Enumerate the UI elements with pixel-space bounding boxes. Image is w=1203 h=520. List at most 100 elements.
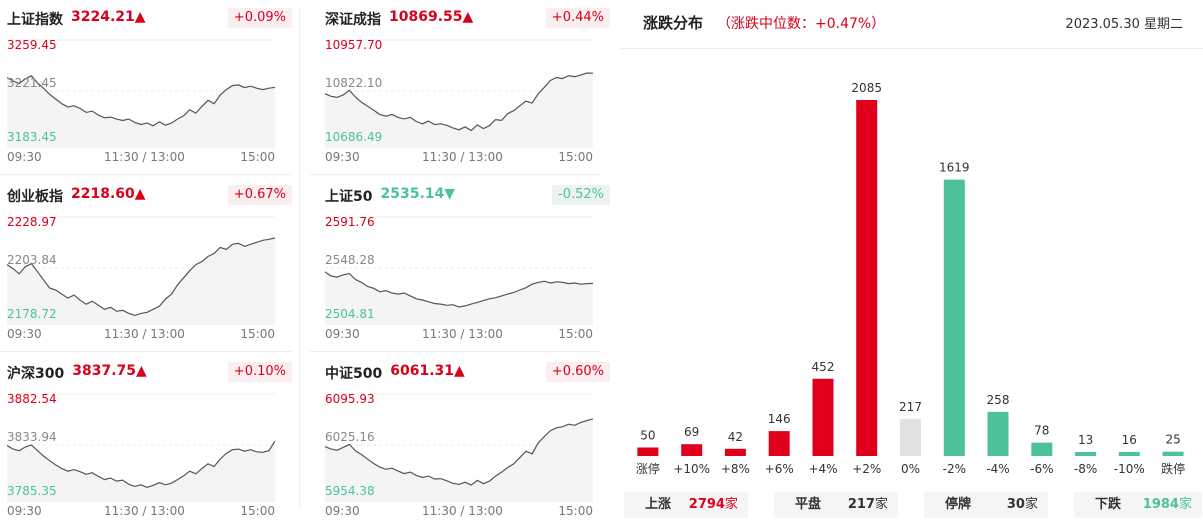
time-start-label: 09:30 <box>7 150 42 164</box>
index-change-badge: -0.52% <box>552 185 610 205</box>
axis-mid-label: 3221.45 <box>7 76 57 90</box>
bar-category-label: +10% <box>673 462 710 476</box>
summary-box: 平盘 217家 <box>774 492 898 518</box>
distribution-bar[interactable] <box>1031 442 1053 456</box>
bar-value-label: 42 <box>728 430 743 444</box>
bar-value-label: 1619 <box>939 161 970 175</box>
index-grid: 上证指数 3224.21▲ +0.09% 3259.45 3221.45 318… <box>0 0 610 520</box>
axis-mid-label: 2548.28 <box>325 253 375 267</box>
summary-box: 上涨 2794家 <box>624 492 748 518</box>
time-end-label: 15:00 <box>558 504 593 518</box>
axis-low-label: 2504.81 <box>325 307 375 321</box>
bar-value-label: 69 <box>684 425 699 439</box>
time-axis: 09:30 11:30 / 13:00 15:00 <box>7 327 275 343</box>
summary-value: 1984家 <box>1142 497 1192 512</box>
time-mid-label: 11:30 / 13:00 <box>422 504 503 518</box>
distribution-bar[interactable] <box>900 418 921 456</box>
summary-value: 2794家 <box>688 497 738 512</box>
intraday-price-line <box>325 418 593 486</box>
bar-value-label: 50 <box>640 429 655 443</box>
index-panel[interactable]: 上证50 2535.14▼ -0.52% 2591.76 2548.28 250… <box>318 177 618 355</box>
summary-value: 30家 <box>1006 497 1038 512</box>
bar-category-label: +8% <box>721 462 750 476</box>
intraday-price-line <box>325 271 593 308</box>
index-change-badge: +0.44% <box>545 8 610 28</box>
distribution-bar[interactable] <box>943 179 965 456</box>
intraday-area <box>7 75 275 148</box>
bar-category-label: -2% <box>943 462 966 476</box>
index-panel[interactable]: 中证500 6061.31▲ +0.60% 6095.93 6025.16 59… <box>318 354 618 520</box>
index-intraday-svg <box>325 39 593 148</box>
distribution-bar[interactable] <box>681 444 703 456</box>
index-panel[interactable]: 深证成指 10869.55▲ +0.44% 10957.70 10822.10 … <box>318 0 618 178</box>
trade-date: 2023.05.30 星期二 <box>1065 17 1183 32</box>
distribution-bar[interactable] <box>1162 451 1184 456</box>
trend-arrow-icon: ▲ <box>454 363 465 379</box>
trend-arrow-icon: ▲ <box>462 9 474 25</box>
bar-category-label: -10% <box>1114 462 1145 476</box>
row-divider <box>310 174 600 175</box>
axis-mid-label: 10822.10 <box>325 76 383 90</box>
row-divider <box>0 351 292 352</box>
bar-value-label: 258 <box>987 393 1010 407</box>
time-start-label: 09:30 <box>325 150 360 164</box>
index-header: 中证500 6061.31▲ +0.60% <box>325 362 610 382</box>
distribution-summary: 上涨 2794家 平盘 217家 停牌 30家 下跌 1984家 <box>624 492 1203 518</box>
summary-label: 停牌 <box>944 497 971 512</box>
time-start-label: 09:30 <box>325 327 360 341</box>
index-panel[interactable]: 沪深300 3837.75▲ +0.10% 3882.54 3833.94 37… <box>0 354 300 520</box>
time-mid-label: 11:30 / 13:00 <box>104 327 185 341</box>
index-price: 6061.31▲ <box>390 363 465 379</box>
bar-value-label: 217 <box>899 400 922 414</box>
axis-high-label: 2228.97 <box>7 215 57 229</box>
distribution-bar[interactable] <box>768 431 790 456</box>
distribution-bar[interactable] <box>724 448 746 456</box>
axis-high-label: 6095.93 <box>325 392 375 406</box>
bar-value-label: 13 <box>1078 433 1093 447</box>
intraday-price-line <box>7 75 275 127</box>
trend-arrow-icon: ▲ <box>134 9 146 25</box>
distribution-bar[interactable] <box>637 447 659 457</box>
distribution-bar[interactable] <box>812 378 834 456</box>
distribution-bar-chart: 50 涨停 69 +10% 42 +8% 146 +6% 452 +4% 2085 +2% 217 0% 1… <box>636 81 1185 476</box>
index-panel[interactable]: 上证指数 3224.21▲ +0.09% 3259.45 3221.45 318… <box>0 0 300 178</box>
index-header: 上证50 2535.14▼ -0.52% <box>325 185 610 205</box>
summary-box: 下跌 1984家 <box>1074 492 1202 518</box>
index-intraday-chart: 2228.97 2203.84 2178.72 <box>7 207 275 325</box>
index-price: 3224.21▲ <box>71 9 146 25</box>
index-intraday-chart: 3882.54 3833.94 3785.35 <box>7 384 275 502</box>
axis-low-label: 10686.49 <box>325 130 383 144</box>
bar-value-label: 452 <box>812 360 835 374</box>
intraday-price-line <box>7 440 275 489</box>
index-intraday-chart: 10957.70 10822.10 10686.49 <box>325 30 593 148</box>
time-mid-label: 11:30 / 13:00 <box>104 150 185 164</box>
index-intraday-svg <box>7 393 275 502</box>
index-price: 2218.60▲ <box>71 186 146 202</box>
summary-label: 平盘 <box>794 497 821 512</box>
bar-category-label: 涨停 <box>636 461 660 476</box>
axis-low-label: 2178.72 <box>7 307 57 321</box>
axis-high-label: 3259.45 <box>7 38 57 52</box>
axis-mid-label: 6025.16 <box>325 430 375 444</box>
index-intraday-svg <box>325 216 593 325</box>
summary-label: 上涨 <box>644 497 671 512</box>
time-start-label: 09:30 <box>7 327 42 341</box>
index-header: 深证成指 10869.55▲ +0.44% <box>325 8 610 28</box>
index-panel[interactable]: 创业板指 2218.60▲ +0.67% 2228.97 2203.84 217… <box>0 177 300 355</box>
distribution-bar[interactable] <box>1118 452 1140 456</box>
axis-low-label: 3785.35 <box>7 484 57 498</box>
rise-fall-distribution: 涨跌分布 （涨跌中位数：+0.47%） 2023.05.30 星期二 50 涨停 6… <box>620 0 1203 520</box>
time-end-label: 15:00 <box>558 327 593 341</box>
index-name: 沪深300 <box>7 366 65 382</box>
distribution-bar[interactable] <box>856 100 878 456</box>
intraday-area <box>7 441 275 502</box>
axis-mid-label: 2203.84 <box>7 253 57 267</box>
time-start-label: 09:30 <box>325 504 360 518</box>
bar-category-label: -4% <box>986 462 1009 476</box>
bar-value-label: 146 <box>768 412 791 426</box>
distribution-bar[interactable] <box>987 411 1009 456</box>
axis-high-label: 2591.76 <box>325 215 375 229</box>
index-price: 2535.14▼ <box>380 186 456 202</box>
bar-category-label: +2% <box>852 462 881 476</box>
distribution-bar[interactable] <box>1075 452 1097 456</box>
